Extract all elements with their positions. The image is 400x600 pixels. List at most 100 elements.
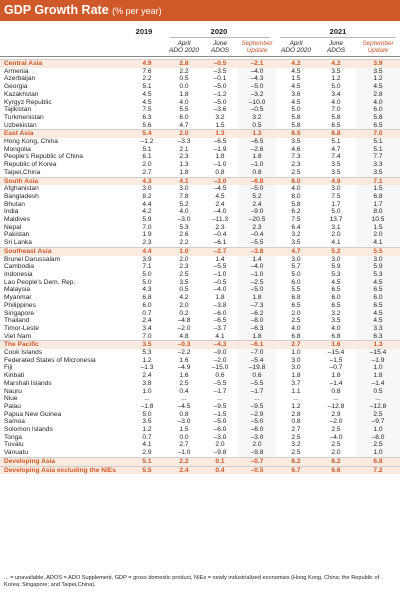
value-cell: –2.1 bbox=[238, 58, 276, 68]
year-2021: 2021 bbox=[329, 27, 347, 36]
table-row: Mongolia 5.1 2.1 –1.9 –2.6 4.6 4.7 5.1 bbox=[0, 145, 400, 154]
value-cell: 7.6 bbox=[142, 67, 152, 75]
table-row: Bhutan 4.4 5.2 2.4 2.4 5.8 1.7 1.7 bbox=[0, 200, 400, 209]
year-2020: 2020 bbox=[210, 27, 228, 36]
value-cell: 7.0 bbox=[142, 223, 152, 231]
value-cell: 6.8 bbox=[331, 332, 341, 340]
value-cell: 2.5 bbox=[291, 449, 301, 457]
value-cell: 2.2 bbox=[142, 75, 152, 83]
group-row: South Asia 4.3 4.1 –3.0 –6.8 6.0 4.9 7.1 bbox=[0, 176, 400, 186]
value-cell: 5.1 bbox=[356, 145, 400, 154]
value-cell: –0.5 bbox=[213, 278, 227, 286]
value-cell: –6.0 bbox=[238, 426, 276, 434]
table-row: Singapore 0.7 0.2 –6.0 –6.2 2.0 3.2 4.5 bbox=[0, 309, 400, 318]
value-cell: 4.1 bbox=[356, 239, 400, 248]
value-cell: –0.5 bbox=[238, 465, 276, 475]
value-cell: 1.3 bbox=[202, 129, 238, 139]
value-cell: 8.0 bbox=[291, 192, 301, 200]
value-cell: 4.0 bbox=[291, 185, 301, 193]
value-cell: –3.0 bbox=[238, 433, 276, 442]
sub-2021-september: September Update bbox=[362, 40, 394, 54]
row-label: People's Republic of China bbox=[4, 153, 83, 161]
table-row: Georgia 5.1 0.0 –5.0 –5.0 4.5 5.0 4.5 bbox=[0, 83, 400, 91]
table-row: Afghanistan 3.0 3.0 –4.5 –5.0 4.0 3.0 1.5 bbox=[0, 185, 400, 193]
value-cell: 4.7 bbox=[331, 145, 341, 153]
row-label: Papua New Guinea bbox=[4, 410, 62, 418]
value-cell: 6.0 bbox=[331, 294, 341, 302]
value-cell: 0.5 bbox=[179, 75, 189, 83]
value-cell: 2.8 bbox=[166, 58, 202, 68]
value-cell: 1.6 bbox=[316, 340, 356, 350]
row-label: Tajikistan bbox=[4, 106, 32, 114]
value-cell: 2.0 bbox=[331, 449, 341, 457]
value-cell: –4.0 bbox=[238, 263, 276, 271]
value-cell: –15.0 bbox=[211, 364, 229, 372]
value-cell: –4.5 bbox=[213, 185, 227, 193]
value-cell: 10.5 bbox=[356, 216, 400, 224]
row-label: Palau bbox=[4, 402, 21, 410]
value-cell: 2.5 bbox=[331, 426, 341, 434]
value-cell: 5.7 bbox=[291, 263, 301, 271]
value-cell: –1.0 bbox=[177, 449, 191, 457]
value-cell: 5.8 bbox=[291, 121, 301, 129]
table-row: Samoa 3.5 –3.0 –5.0 –5.0 0.8 –2.0 –9.7 bbox=[0, 418, 400, 427]
value-cell: –6.1 bbox=[213, 239, 227, 247]
value-cell: –4.3 bbox=[202, 340, 238, 350]
value-cell: 2.0 bbox=[179, 255, 189, 263]
value-cell: 3.1 bbox=[331, 223, 341, 231]
value-cell: 5.9 bbox=[331, 263, 341, 271]
value-cell: –3.8 bbox=[213, 301, 227, 309]
value-cell: 4.0 bbox=[291, 324, 301, 332]
value-cell: 5.1 bbox=[331, 138, 341, 146]
value-cell: 3.6 bbox=[291, 90, 301, 98]
value-cell: –9.0 bbox=[213, 349, 227, 357]
value-cell: 2.5 bbox=[356, 410, 400, 419]
value-cell: 3.5 bbox=[331, 168, 341, 176]
value-cell: 5.1 bbox=[142, 83, 152, 91]
sub-2020-june: June ADOS bbox=[210, 40, 230, 54]
table-row: Armenia 7.6 2.2 –3.5 –4.0 4.5 3.5 3.5 bbox=[0, 67, 400, 76]
row-label: Brunei Darussalam bbox=[4, 255, 61, 263]
value-cell: 4.3 bbox=[128, 176, 166, 186]
value-cell: 0.8 bbox=[238, 168, 276, 178]
table-row: Bangladesh 8.2 7.8 4.5 5.2 8.0 7.5 6.8 bbox=[0, 192, 400, 201]
value-cell: 6.5 bbox=[356, 286, 400, 295]
value-cell: 1.3 bbox=[179, 161, 189, 169]
value-cell: –1.0 bbox=[238, 270, 276, 279]
value-cell: 2.0 bbox=[238, 441, 276, 450]
value-cell: 5.0 bbox=[142, 410, 152, 418]
value-cell: 4.1 bbox=[331, 239, 341, 247]
value-cell: 3.0 bbox=[331, 185, 341, 193]
value-cell: 1.2 bbox=[331, 75, 341, 83]
value-cell: 7.1 bbox=[142, 263, 152, 271]
value-cell: 1.0 bbox=[142, 387, 152, 395]
row-label: Philippines bbox=[4, 301, 36, 309]
table-row: Tajikistan 7.5 5.5 –3.6 –0.5 5.0 7.0 6.0 bbox=[0, 106, 400, 114]
value-cell: 1.6 bbox=[179, 356, 189, 364]
value-cell: –1.7 bbox=[213, 387, 227, 395]
group-row: East Asia 5.4 2.0 1.3 1.3 6.5 6.8 7.0 bbox=[0, 129, 400, 139]
value-cell: 6.8 bbox=[356, 192, 400, 201]
value-cell: 4.5 bbox=[215, 192, 225, 200]
value-cell: –15.4 bbox=[327, 349, 345, 357]
row-label: Indonesia bbox=[4, 270, 33, 278]
value-cell: 7.5 bbox=[142, 106, 152, 114]
value-cell: 3.5 bbox=[331, 67, 341, 75]
value-cell: 6.2 bbox=[291, 208, 301, 216]
value-cell: 2.0 bbox=[215, 441, 225, 449]
value-cell: 1.0 bbox=[356, 426, 400, 434]
value-cell: 3.5 bbox=[356, 168, 400, 178]
table-row: Hong Kong, China –1.2 –3.3 –6.5 –6.5 3.5 5.1 5.… bbox=[0, 138, 400, 146]
value-cell: 7.0 bbox=[356, 129, 400, 139]
value-cell: ... bbox=[238, 395, 276, 403]
value-cell: 3.5 bbox=[291, 138, 301, 146]
value-cell: 4.4 bbox=[142, 200, 152, 208]
value-cell: 0.0 bbox=[179, 83, 189, 91]
value-cell: 2.8 bbox=[291, 410, 301, 418]
value-cell: 4.1 bbox=[166, 176, 202, 186]
sub-2020-april: April ADO 2020 bbox=[169, 40, 199, 54]
value-cell: 4.6 bbox=[291, 145, 301, 153]
value-cell: 2.3 bbox=[215, 223, 225, 231]
table-row: Palau –1.8 –4.5 –9.5 –9.5 1.2 –12.8 –12.8 bbox=[0, 402, 400, 411]
value-cell: 5.0 bbox=[291, 270, 301, 278]
